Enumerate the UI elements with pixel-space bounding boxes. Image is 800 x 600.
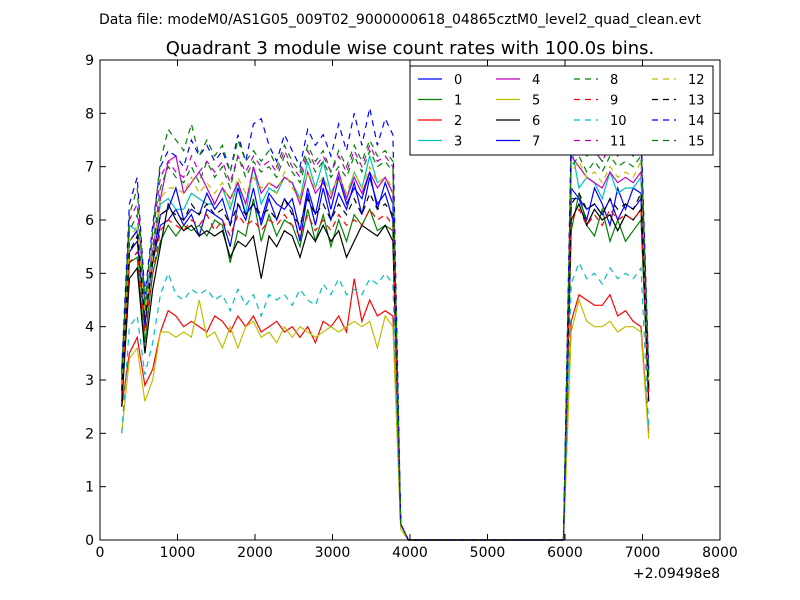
y-tick-label: 2	[85, 426, 94, 442]
x-tick-label: 2000	[237, 545, 273, 561]
legend-label-12: 12	[688, 73, 705, 88]
y-tick-label: 1	[85, 480, 94, 496]
x-axis: 0 1000 2000 3000 4000 5000 6000 7000 8000	[96, 60, 738, 561]
x-tick-label: 4000	[392, 545, 428, 561]
legend-label-2: 2	[454, 114, 462, 129]
y-tick-label: 8	[85, 106, 94, 122]
x-tick-label: 8000	[702, 545, 738, 561]
x-tick-label: 5000	[470, 545, 506, 561]
series-line-15	[121, 121, 650, 541]
legend-label-11: 11	[610, 135, 627, 150]
plot-series-group	[121, 107, 650, 541]
figure-suptitle: Data file: modeM0/AS1G05_009T02_90000006…	[99, 12, 701, 28]
y-tick-label: 5	[85, 266, 94, 282]
legend-label-15: 15	[688, 135, 705, 150]
legend-label-13: 13	[688, 94, 705, 109]
y-tick-label: 0	[85, 533, 94, 549]
legend-label-14: 14	[688, 114, 705, 129]
legend-label-5: 5	[532, 94, 540, 109]
legend-label-3: 3	[454, 135, 462, 150]
x-tick-label: 0	[96, 545, 105, 561]
legend-label-10: 10	[610, 114, 627, 129]
y-tick-label: 9	[85, 53, 94, 69]
series-line-12	[121, 160, 650, 541]
legend-label-1: 1	[454, 94, 462, 109]
legend-label-4: 4	[532, 73, 540, 88]
x-tick-label: 7000	[625, 545, 661, 561]
y-tick-label: 3	[85, 373, 94, 389]
x-tick-label: 3000	[315, 545, 351, 561]
y-tick-label: 4	[85, 320, 94, 336]
plot-title: Quadrant 3 module wise count rates with …	[166, 38, 655, 59]
legend-label-6: 6	[532, 114, 540, 129]
y-tick-label: 7	[85, 160, 94, 176]
x-axis-offset-label: +2.09498e8	[633, 566, 720, 582]
legend-label-0: 0	[454, 73, 462, 88]
legend-label-7: 7	[532, 135, 540, 150]
legend-label-9: 9	[610, 94, 618, 109]
x-tick-label: 6000	[547, 545, 583, 561]
y-tick-label: 6	[85, 213, 94, 229]
x-tick-label: 1000	[160, 545, 196, 561]
legend-label-8: 8	[610, 73, 618, 88]
legend-box	[409, 65, 714, 156]
